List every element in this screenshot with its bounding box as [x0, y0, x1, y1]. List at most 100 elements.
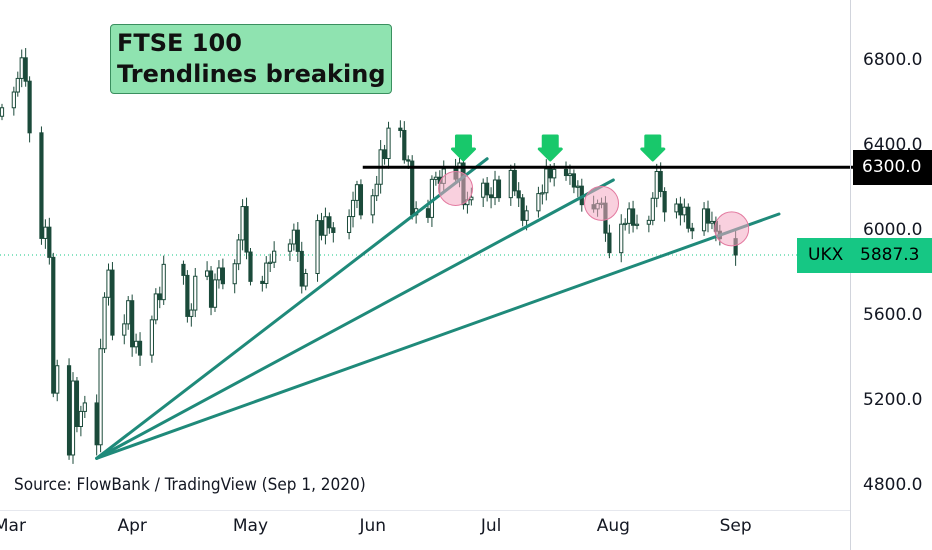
- resistance-price-tag: 6300.0: [853, 150, 932, 185]
- chart-title-line-2: Trendlines breaking: [117, 60, 386, 88]
- candle-body: [43, 226, 48, 239]
- candle-body: [682, 206, 687, 216]
- candle-body: [402, 129, 407, 161]
- candle-body: [481, 182, 486, 198]
- candle-body: [386, 127, 391, 160]
- candle-body: [607, 232, 612, 254]
- candle-body: [630, 208, 636, 226]
- down-arrow-1: [450, 134, 476, 162]
- x-tick-label: Mar: [0, 516, 26, 536]
- candle-body: [130, 300, 135, 348]
- candle-body: [327, 216, 332, 229]
- y-tick-label: 5600.0: [863, 305, 923, 325]
- candle-body: [106, 269, 111, 298]
- candle-body: [425, 208, 431, 218]
- candle-body: [204, 270, 210, 277]
- candle-body: [662, 190, 667, 213]
- candle-body: [627, 208, 632, 224]
- candle-body: [161, 263, 166, 301]
- candle-body: [686, 206, 691, 229]
- candle-body: [94, 402, 99, 446]
- x-tick-label: Jun: [359, 516, 387, 536]
- candle-body: [0, 107, 5, 117]
- candle-body: [323, 216, 328, 236]
- y-tick-label: 6000.0: [863, 220, 923, 240]
- candle-body: [208, 270, 214, 308]
- candle-body: [185, 274, 190, 317]
- candle-body: [216, 267, 222, 281]
- candle-body: [690, 227, 695, 232]
- candle-body: [193, 275, 198, 311]
- candle-body: [567, 173, 573, 177]
- candle-body: [27, 80, 32, 134]
- candle-body: [346, 216, 352, 233]
- candle-body: [260, 280, 265, 284]
- trendline-3: [95, 212, 781, 460]
- y-tick-label: 4800.0: [863, 475, 923, 495]
- candle-body: [634, 223, 640, 226]
- y-tick-label: 6800.0: [863, 50, 923, 70]
- candle-body: [240, 206, 245, 241]
- candle-body: [291, 229, 296, 245]
- source-caption: Source: FlowBank / TradingView (Sep 1, 2…: [14, 475, 366, 495]
- candle-body: [220, 267, 225, 285]
- candle-body: [212, 279, 218, 308]
- x-tick-label: Sep: [719, 516, 752, 536]
- candle-body: [512, 169, 517, 192]
- candle-body: [137, 340, 143, 356]
- candle-body: [358, 184, 364, 216]
- candle-body: [619, 223, 624, 254]
- down-arrow-2: [537, 134, 563, 162]
- candle-body: [488, 194, 494, 199]
- candle-body: [70, 380, 76, 456]
- candle-body: [23, 57, 28, 82]
- candle-body: [55, 365, 60, 394]
- candle-body: [492, 179, 498, 199]
- candle-body: [674, 203, 679, 213]
- candle-body: [102, 296, 107, 350]
- candle-body: [331, 227, 336, 233]
- candle-body: [571, 173, 577, 188]
- candle-body: [189, 309, 194, 317]
- candle-body: [236, 239, 241, 265]
- candle-body: [350, 199, 356, 218]
- candle-body: [268, 261, 273, 264]
- candle-body: [39, 132, 44, 239]
- candle-body: [544, 168, 549, 194]
- candle-body: [705, 208, 711, 224]
- candle-body: [623, 222, 628, 226]
- candle-body: [406, 159, 411, 162]
- candle-body: [524, 210, 529, 221]
- candle-body: [19, 57, 24, 79]
- candle-body: [153, 293, 158, 321]
- candle-body: [496, 179, 502, 199]
- candle-body: [11, 91, 16, 109]
- candle-body: [658, 171, 663, 192]
- candle-body: [303, 273, 308, 287]
- candle-body: [650, 197, 655, 221]
- candle-body: [374, 183, 379, 197]
- last-price-tag: UKX 5887.3: [797, 238, 932, 273]
- candle-body: [410, 160, 415, 216]
- x-tick-label: May: [232, 516, 269, 536]
- candle-body: [287, 243, 293, 252]
- chart-title-box: FTSE 100 Trendlines breaking: [110, 24, 392, 94]
- candle-body: [66, 365, 72, 456]
- candle-body: [47, 226, 52, 258]
- candle-body: [78, 410, 83, 428]
- candle-body: [98, 348, 103, 446]
- candle-body: [536, 193, 541, 212]
- candle-body: [134, 340, 139, 348]
- candle-body: [232, 263, 237, 285]
- candle-body: [548, 168, 553, 179]
- break-circle-2: [584, 185, 620, 221]
- last-price-value: 5887.3: [860, 245, 920, 265]
- candle-body: [370, 195, 375, 216]
- candle-body: [272, 250, 277, 263]
- candle-body: [508, 169, 513, 199]
- candle-body: [122, 323, 127, 336]
- candle-body: [51, 256, 56, 394]
- candle-body: [382, 149, 387, 160]
- x-tick-label: Apr: [117, 516, 147, 536]
